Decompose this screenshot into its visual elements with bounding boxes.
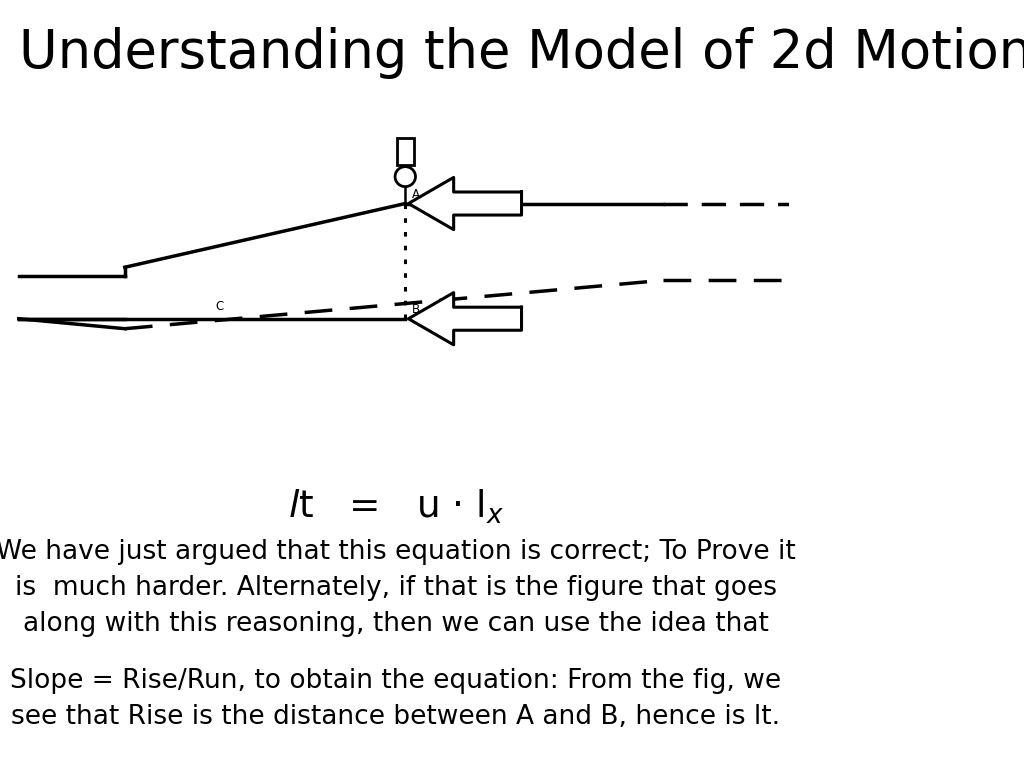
Circle shape: [395, 167, 416, 187]
Text: Understanding the Model of 2d Motion: Understanding the Model of 2d Motion: [18, 27, 1024, 79]
Polygon shape: [409, 293, 521, 345]
Polygon shape: [409, 177, 521, 230]
Text: Slope = Rise/Run, to obtain the equation: From the fig, we
see that Rise is the : Slope = Rise/Run, to obtain the equation…: [10, 668, 781, 730]
Text: A: A: [412, 188, 420, 201]
Text: C: C: [215, 300, 223, 313]
Text: $\it{l}$t   =   u · l$_x$: $\it{l}$t = u · l$_x$: [288, 488, 504, 526]
Bar: [396, 138, 414, 165]
Text: We have just argued that this equation is correct; To Prove it
is  much harder. : We have just argued that this equation i…: [0, 538, 796, 637]
Text: B: B: [412, 303, 420, 316]
